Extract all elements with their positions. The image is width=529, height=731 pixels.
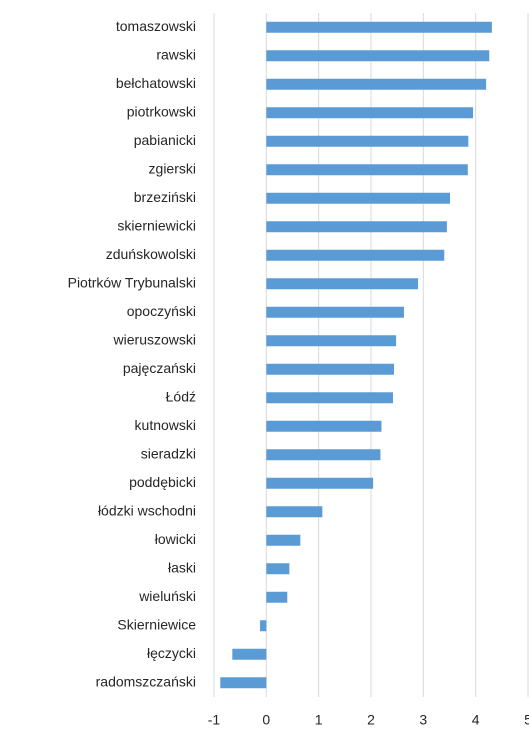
bar bbox=[266, 221, 447, 233]
x-tick-label: 2 bbox=[367, 712, 375, 728]
bar bbox=[266, 78, 487, 90]
bar bbox=[266, 563, 290, 575]
x-tick-label: 4 bbox=[472, 712, 480, 728]
bar bbox=[266, 506, 323, 518]
bar bbox=[266, 335, 397, 347]
y-tick-label: łowicki bbox=[155, 531, 196, 547]
y-tick-label: opoczyński bbox=[127, 303, 196, 319]
bar bbox=[266, 392, 393, 404]
bar bbox=[266, 192, 451, 204]
bar bbox=[266, 249, 445, 261]
y-tick-label: pabianicki bbox=[134, 132, 196, 148]
x-tick-label: 5 bbox=[524, 712, 529, 728]
y-tick-label: bełchatowski bbox=[116, 75, 196, 91]
bar bbox=[266, 135, 469, 147]
y-tick-label: zduńskowolski bbox=[106, 246, 196, 262]
bar bbox=[266, 477, 374, 489]
y-tick-label: łaski bbox=[168, 559, 196, 575]
bar bbox=[220, 677, 267, 689]
x-tick-label: 0 bbox=[262, 712, 270, 728]
y-tick-label: kutnowski bbox=[135, 417, 196, 433]
bar bbox=[232, 648, 267, 660]
y-tick-label: skierniewicki bbox=[117, 217, 196, 233]
bar bbox=[266, 164, 468, 176]
bar bbox=[266, 420, 382, 432]
y-tick-label: Piotrków Trybunalski bbox=[68, 274, 196, 290]
y-tick-label: łódzki wschodni bbox=[98, 502, 196, 518]
y-tick-label: rawski bbox=[156, 46, 196, 62]
y-tick-label: Łódź bbox=[166, 388, 196, 404]
x-tick-label: 1 bbox=[315, 712, 323, 728]
bar bbox=[266, 306, 404, 318]
y-tick-label: wieluński bbox=[138, 588, 196, 604]
x-tick-label: -1 bbox=[208, 712, 221, 728]
y-tick-label: radomszczański bbox=[96, 673, 196, 689]
bar bbox=[266, 50, 490, 62]
bar bbox=[266, 363, 395, 375]
bar bbox=[266, 591, 288, 603]
x-tick-label: 3 bbox=[419, 712, 427, 728]
bar bbox=[266, 534, 301, 546]
y-tick-label: Skierniewice bbox=[117, 616, 196, 632]
y-tick-label: piotrkowski bbox=[127, 103, 196, 119]
y-tick-label: poddębicki bbox=[129, 474, 196, 490]
y-tick-label: zgierski bbox=[149, 160, 196, 176]
y-tick-label: brzeziński bbox=[134, 189, 196, 205]
y-tick-label: sieradzki bbox=[141, 445, 196, 461]
y-tick-label: pajęczański bbox=[123, 360, 196, 376]
y-tick-label: łęczycki bbox=[147, 645, 196, 661]
bar bbox=[266, 21, 492, 33]
y-tick-label: tomaszowski bbox=[116, 18, 196, 34]
bar bbox=[266, 449, 381, 461]
bar bbox=[266, 278, 419, 290]
y-tick-label: wieruszowski bbox=[113, 331, 196, 347]
bar bbox=[266, 107, 474, 119]
bar bbox=[260, 620, 267, 632]
